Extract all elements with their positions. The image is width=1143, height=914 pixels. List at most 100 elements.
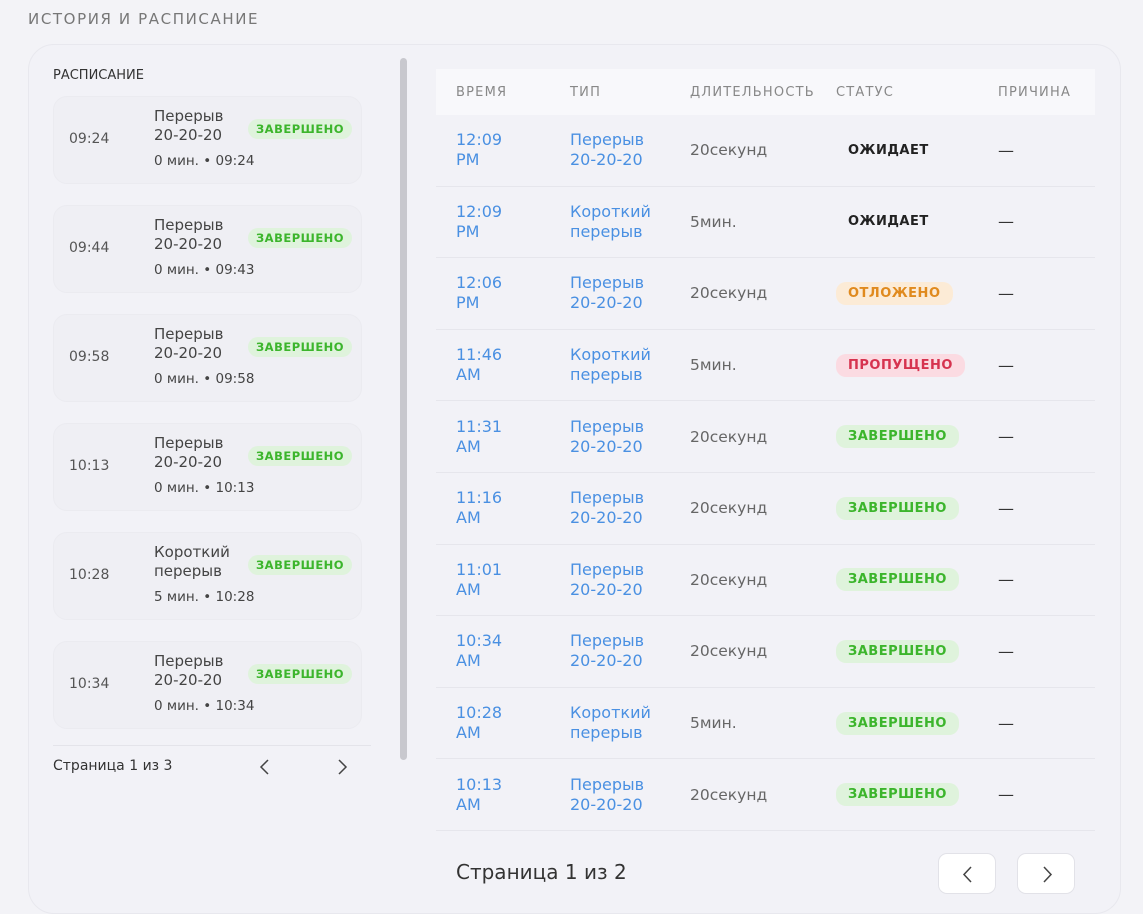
schedule-detail: 0 мин. • 09:43 [154, 262, 255, 278]
schedule-time: 09:44 [69, 240, 110, 256]
schedule-time: 10:34 [69, 676, 110, 692]
duration: 20секунд [690, 499, 768, 518]
type-link[interactable]: Короткий перерыв [570, 345, 651, 385]
type-link[interactable]: Перерыв 20-20-20 [570, 130, 645, 170]
time-link[interactable]: 11:16 AM [456, 488, 503, 528]
time-link[interactable]: 12:09 PM [456, 201, 503, 241]
status-badge: ЗАВЕРШЕНО [248, 228, 353, 248]
status-badge: ЗАВЕРШЕНО [836, 711, 959, 735]
scrollbar[interactable] [400, 58, 407, 760]
cell: 10:34 AM [436, 631, 550, 671]
duration: 20секунд [690, 141, 768, 160]
table-row: 11:16 AM Перерыв 20-20-20 20секунд ЗАВЕРШЕН… [436, 473, 1095, 545]
cell: 11:31 AM [436, 417, 550, 457]
status-badge: ЗАВЕРШЕНО [248, 555, 353, 575]
cell: ЗАВЕРШЕНО [836, 783, 998, 807]
schedule-time: 09:24 [69, 131, 110, 147]
next-page[interactable] [335, 758, 351, 776]
cell: Перерыв 20-20-20 [550, 273, 670, 313]
cell: ОЖИДАЕТ [836, 139, 998, 162]
status-badge: ЗАВЕРШЕНО [248, 119, 353, 139]
schedule-card[interactable]: 09:58 Перерыв 20-20-20 ЗАВЕРШЕНО 0 мин. • 0… [53, 314, 362, 402]
column-header: ТИП [570, 84, 602, 100]
next-page[interactable] [1017, 853, 1075, 894]
type-link[interactable]: Перерыв 20-20-20 [570, 273, 645, 313]
history-table: ВРЕМЯ ТИП ДЛИТЕЛЬНОСТЬ СТАТУС ПРИЧИНА 12:09 … [436, 69, 1095, 831]
cell: Короткий перерыв [550, 202, 670, 242]
status-badge: ОЖИДАЕТ [848, 214, 929, 230]
type-link[interactable]: Короткий перерыв [570, 703, 651, 743]
type-link[interactable]: Перерыв 20-20-20 [570, 631, 645, 671]
cell: Короткий перерыв [550, 345, 670, 385]
cell: ЗАВЕРШЕНО [836, 425, 998, 449]
status-badge: ЗАВЕРШЕНО [248, 337, 353, 357]
time-link[interactable]: 11:46 AM [456, 345, 503, 385]
schedule-card[interactable]: 09:24 Перерыв 20-20-20 ЗАВЕРШЕНО 0 мин. • 0… [53, 96, 362, 184]
table-pagination: Страница 1 из 2 [456, 860, 627, 884]
cell: 10:13 AM [436, 775, 550, 815]
table-row: 11:31 AM Перерыв 20-20-20 20секунд ЗАВЕРШЕН… [436, 401, 1095, 473]
type-link[interactable]: Короткий перерыв [570, 201, 651, 241]
cell: 12:09 PM [436, 202, 550, 242]
schedule-card[interactable]: 09:44 Перерыв 20-20-20 ЗАВЕРШЕНО 0 мин. • 0… [53, 205, 362, 293]
cell: ОЖИДАЕТ [836, 210, 998, 233]
status-badge: ЗАВЕРШЕНО [248, 446, 353, 466]
type-link[interactable]: Перерыв 20-20-20 [570, 774, 645, 814]
cell: Короткий перерыв [550, 703, 670, 743]
prev-page[interactable] [257, 758, 273, 776]
status-badge: ЗАВЕРШЕНО [836, 639, 959, 663]
cell: Перерыв 20-20-20 [550, 560, 670, 600]
status-badge: ЗАВЕРШЕНО [248, 664, 353, 684]
page-title: ИСТОРИЯ И РАСПИСАНИЕ [28, 10, 260, 28]
time-link[interactable]: 12:09 PM [456, 130, 503, 170]
table-row: 10:28 AM Короткий перерыв 5мин. ЗАВЕРШЕНО — [436, 688, 1095, 760]
schedule-type: Перерыв 20-20-20 [154, 325, 224, 362]
schedule-detail: 0 мин. • 09:24 [154, 153, 255, 169]
status-badge: ПРОПУЩЕНО [836, 353, 965, 377]
column-header: ПРИЧИНА [998, 84, 1072, 100]
reason: — [998, 713, 1014, 733]
status-badge: ОЖИДАЕТ [848, 142, 929, 158]
time-link[interactable]: 10:13 AM [456, 774, 503, 814]
schedule-type: Перерыв 20-20-20 [154, 216, 224, 253]
schedule-card[interactable]: 10:34 Перерыв 20-20-20 ЗАВЕРШЕНО 0 мин. • 1… [53, 641, 362, 729]
cell: 11:01 AM [436, 560, 550, 600]
cell: Перерыв 20-20-20 [550, 417, 670, 457]
time-link[interactable]: 12:06 PM [456, 273, 503, 313]
schedule-time: 09:58 [69, 349, 110, 365]
cell: Перерыв 20-20-20 [550, 775, 670, 815]
table-row: 12:06 PM Перерыв 20-20-20 20секунд ОТЛОЖЕНО… [436, 258, 1095, 330]
reason: — [998, 355, 1014, 375]
duration: 20секунд [690, 642, 768, 661]
time-link[interactable]: 11:31 AM [456, 416, 503, 456]
cell: 12:09 PM [436, 130, 550, 170]
duration: 5мин. [690, 714, 737, 733]
status-badge: ЗАВЕРШЕНО [836, 783, 959, 807]
time-link[interactable]: 10:28 AM [456, 703, 503, 743]
schedule-card[interactable]: 10:28 Короткий перерыв ЗАВЕРШЕНО 5 мин. • 1… [53, 532, 362, 620]
type-link[interactable]: Перерыв 20-20-20 [570, 559, 645, 599]
table-row: 12:09 PM Перерыв 20-20-20 20секунд ОЖИДАЕТ — [436, 115, 1095, 187]
time-link[interactable]: 10:34 AM [456, 631, 503, 671]
type-link[interactable]: Перерыв 20-20-20 [570, 416, 645, 456]
cell: ЗАВЕРШЕНО [836, 568, 998, 592]
cell: 10:28 AM [436, 703, 550, 743]
cell: Перерыв 20-20-20 [550, 631, 670, 671]
schedule-pagination: Страница 1 из 3 [53, 758, 173, 774]
status-badge: ОТЛОЖЕНО [836, 281, 953, 305]
reason: — [998, 283, 1014, 303]
reason: — [998, 785, 1014, 805]
reason: — [998, 427, 1014, 447]
prev-page[interactable] [938, 853, 996, 894]
type-link[interactable]: Перерыв 20-20-20 [570, 488, 645, 528]
time-link[interactable]: 11:01 AM [456, 559, 503, 599]
schedule-detail: 5 мин. • 10:28 [154, 589, 255, 605]
schedule-time: 10:13 [69, 458, 110, 474]
status-badge: ЗАВЕРШЕНО [836, 568, 959, 592]
cell: ЗАВЕРШЕНО [836, 496, 998, 520]
table-row: 11:46 AM Короткий перерыв 5мин. ПРОПУЩЕНО — [436, 330, 1095, 402]
cell: Перерыв 20-20-20 [550, 130, 670, 170]
schedule-card[interactable]: 10:13 Перерыв 20-20-20 ЗАВЕРШЕНО 0 мин. • 1… [53, 423, 362, 511]
duration: 20секунд [690, 570, 768, 589]
status-badge: ЗАВЕРШЕНО [836, 425, 959, 449]
